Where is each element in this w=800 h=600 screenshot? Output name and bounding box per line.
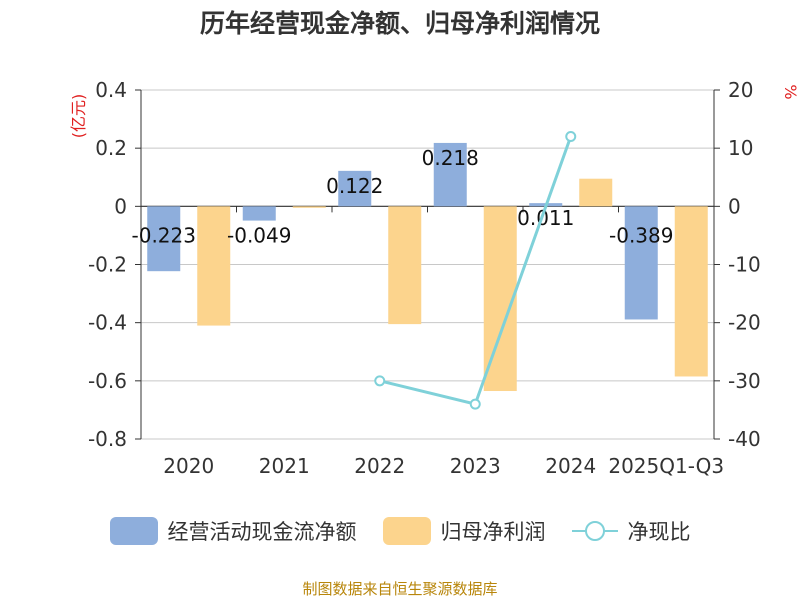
y-left-tick-label: 0.2 [95,136,127,160]
legend-label-ratio: 净现比 [627,520,691,544]
point-net-cash-ratio [565,131,577,143]
x-tick-label: 2021 [259,454,310,478]
bar-net-profit [197,206,231,326]
y-left-tick-label: -0.2 [88,253,127,277]
y-right-tick-label: 10 [728,136,753,160]
legend-swatch-net-profit [382,517,431,545]
y-right-axis-label: % [781,84,800,99]
y-right-tick-label: -30 [728,369,761,393]
y-right-tick-label: -10 [728,253,761,277]
point-net-cash-ratio [374,375,386,387]
y-left-axis-label: (亿元) [69,94,88,139]
bar-net-profit [483,206,517,392]
x-tick-label: 2024 [545,454,596,478]
y-right-tick-label: 20 [728,78,753,102]
data-label-cashflow: 0.122 [326,174,383,198]
y-right-tick-label: -40 [728,427,761,451]
bar-cashflow [433,142,467,207]
bar-cashflow [242,206,276,221]
y-left-tick-label: -0.6 [88,369,127,393]
legend-item-cashflow[interactable]: 经营活动现金流净额 [109,516,357,546]
y-left-tick-label: -0.8 [88,427,127,451]
y-left-tick-label: 0.4 [95,78,127,102]
chart-title: 历年经营现金净额、归母净利润情况 [199,9,600,38]
y-left-tick-label: 0 [114,194,127,218]
x-tick-label: 2025Q1-Q3 [608,454,724,478]
bar-cashflow [338,170,372,207]
bar-cashflow [624,206,658,320]
legend-label-net-profit: 归母净利润 [440,520,546,544]
data-label-cashflow: -0.389 [609,223,673,247]
y-left-tick-label: -0.4 [88,311,127,335]
bar-net-profit [674,206,708,377]
x-tick-label: 2022 [354,454,405,478]
bar-cashflow [147,206,181,272]
data-label-cashflow: -0.049 [227,223,291,247]
y-right-tick-label: -20 [728,311,761,335]
legend-label-cashflow: 经营活动现金流净额 [167,520,357,544]
chart-plot: 0.4 0.2 0 -0.2 -0.4 -0.6 -0.8 20 10 0 -10 -20 -30 -40… [69,78,800,478]
data-label-cashflow: 0.218 [422,146,479,170]
point-net-cash-ratio [469,398,481,410]
legend-line-ratio-icon [571,517,618,545]
legend: 经营活动现金流净额 归母净利润 净现比 [0,516,800,546]
legend-item-net-profit[interactable]: 归母净利润 [382,516,546,546]
source-note: 制图数据来自恒生聚源数据库 [302,580,498,598]
x-tick-label: 2020 [163,454,214,478]
data-label-cashflow: -0.223 [132,223,196,247]
bar-net-profit [292,206,326,208]
bar-net-profit [388,206,422,325]
bar-net-profit [579,178,613,207]
legend-item-ratio[interactable]: 净现比 [571,516,691,546]
x-tick-label: 2023 [450,454,501,478]
legend-swatch-cashflow [109,517,158,545]
y-right-tick-label: 0 [728,194,741,218]
